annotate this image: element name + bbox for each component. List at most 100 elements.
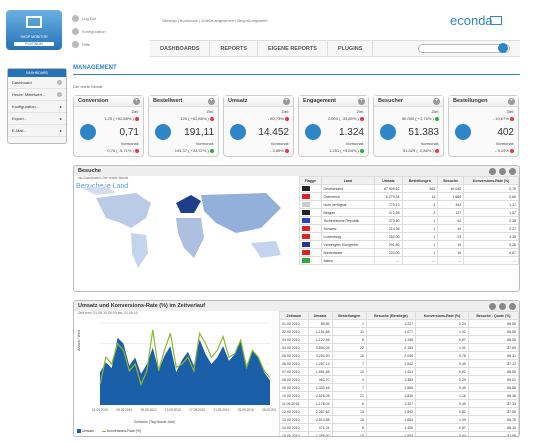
kpi-card-besucher[interactable]: Besucher + Ziel: 50.000 ( +2,76% ) 51.38… bbox=[373, 95, 444, 157]
table-cell: 963,70 bbox=[307, 375, 333, 384]
table-row[interactable]: Deutschland 67.909,62 362 49.040 0,75 bbox=[299, 184, 519, 193]
add-icon[interactable]: + bbox=[358, 98, 365, 105]
sidebar-item-export[interactable]: Export... ▸ bbox=[8, 113, 66, 125]
table-row[interactable]: 08.09.2010 963,70 4 1.383 0,29 89,01 bbox=[279, 375, 519, 384]
column-header[interactable]: Konversions-Rate (%) bbox=[415, 311, 469, 320]
table-row[interactable]: 05.09.2010 3.250,00 16 2.046 0,78 85,31 bbox=[279, 351, 519, 360]
sidebar-item-email[interactable]: E-Mail... ▸ bbox=[8, 125, 66, 137]
column-header[interactable]: Besuche (Einstiege) bbox=[365, 311, 417, 320]
table-cell: 14.09.2010 bbox=[279, 423, 309, 432]
add-icon[interactable]: + bbox=[208, 98, 215, 105]
table-row[interactable]: 15.09.2010 1.485,00 10 1.563 0,64 87,95 bbox=[279, 431, 519, 436]
column-header[interactable]: Bestellungen bbox=[331, 311, 367, 320]
table-cell: 971,24 bbox=[307, 423, 333, 432]
close-icon[interactable] bbox=[509, 303, 516, 310]
column-header[interactable]: Flagge bbox=[299, 176, 322, 185]
column-header[interactable]: Bestellungen bbox=[401, 176, 439, 185]
logout-link[interactable]: Log Out bbox=[72, 15, 96, 22]
table-row[interactable]: Schweiz 214,96 1 44 2,27 bbox=[299, 224, 519, 233]
kpi-card-bestellungen[interactable]: Bestellungen + Ziel: - 10,67% 402 Vormon… bbox=[448, 95, 519, 157]
table-row[interactable]: 13.09.2010 2.514,88 18 1.654 1,09 86,76 bbox=[279, 415, 519, 424]
table-cell: 2.159 bbox=[365, 343, 417, 352]
table-row[interactable]: Vereinigtes Königreich 291,80 1 19 5,26 bbox=[299, 240, 519, 249]
column-header[interactable]: Besuche bbox=[437, 176, 465, 185]
umsatz-area[interactable] bbox=[100, 337, 270, 405]
table-row[interactable]: 09.09.2010 1.330,46 7 1.566 0,45 86,88 bbox=[279, 383, 519, 392]
meta-links[interactable]: Sitemap | Bookmark | Zuletzt angesehen |… bbox=[162, 18, 268, 23]
refresh-icon[interactable] bbox=[499, 168, 506, 175]
table-row[interactable]: Luxemburg 262,00 1 23 4,35 bbox=[299, 232, 519, 241]
euro-icon bbox=[230, 124, 246, 140]
table-cell: 16 bbox=[331, 351, 367, 360]
column-header[interactable]: Konversions-Rate (%) bbox=[463, 176, 519, 185]
close-icon[interactable] bbox=[509, 168, 516, 175]
nav-eigene-reports[interactable]: EIGENE REPORTS bbox=[258, 41, 328, 56]
refresh-icon[interactable] bbox=[499, 303, 506, 310]
table-row[interactable]: Italien --- --- --- --- bbox=[299, 256, 519, 265]
table-row[interactable]: 06.09.2010 1.267,13 7 1.542 0,45 87,12 bbox=[279, 359, 519, 368]
kpi-ziel-row: 125 ( +52,88% ) bbox=[180, 116, 214, 121]
basket-icon bbox=[155, 124, 171, 140]
minimize-icon[interactable] bbox=[489, 168, 496, 175]
kpi-ziel: - 10,67% bbox=[492, 116, 509, 121]
table-cell: --- bbox=[437, 256, 465, 265]
column-header[interactable]: Umsatz bbox=[307, 311, 333, 320]
add-icon[interactable]: + bbox=[508, 98, 515, 105]
table-row[interactable]: Tschechische Republik 370,60 1 42 2,38 bbox=[299, 216, 519, 225]
power-icon bbox=[72, 15, 79, 22]
table-row[interactable]: Niederlande 224,00 1 15 6,67 bbox=[299, 248, 519, 257]
table-row[interactable]: 07.09.2010 1.651,85 10 1.611 0,62 88,50 bbox=[279, 367, 519, 376]
table-cell: 86,88 bbox=[467, 383, 519, 392]
kpi-card-conversion[interactable]: Conversion + Ziel: 1,25 ( +52,88% ) 0,71… bbox=[73, 95, 144, 157]
kpi-card-umsatz[interactable]: Umsatz + Ziel: - 80,73% 14.452 Vormonat:… bbox=[223, 95, 294, 157]
world-map[interactable] bbox=[76, 183, 298, 278]
kpi-card-engagement[interactable]: Engagement + Ziel: 2.000 ( -33,80% ) 1.3… bbox=[298, 95, 369, 157]
nav-dashboards[interactable]: DASHBOARDS bbox=[150, 41, 211, 56]
percent-icon bbox=[80, 124, 96, 140]
minimize-icon[interactable] bbox=[489, 303, 496, 310]
table-row[interactable]: 04.09.2010 3.894,09 22 2.159 1,01 87,69 bbox=[279, 343, 519, 352]
table-row[interactable]: 10.09.2010 2.525,05 21 1.810 1,16 85,46 bbox=[279, 391, 519, 400]
column-header[interactable]: Land bbox=[320, 176, 376, 185]
configuration-link[interactable]: Konfiguration bbox=[72, 28, 106, 35]
table-row[interactable]: nicht verfügbar 770,10 4 343 1,17 bbox=[299, 200, 519, 209]
konversion-line[interactable] bbox=[99, 329, 271, 387]
kpi-card-bestellwert[interactable]: Bestellwert + Ziel: 125 ( +52,88% ) 191,… bbox=[148, 95, 219, 157]
sidebar-item-mittelwert[interactable]: Heute: Mittelwert... bbox=[8, 89, 66, 101]
table-row[interactable]: 12.09.2010 2.067,62 13 1.592 0,82 87,55 bbox=[279, 407, 519, 416]
column-header[interactable]: Besuche - Quote (%) bbox=[467, 311, 519, 320]
table-row[interactable]: Österreich 6.279,31 11 1.666 0,66 bbox=[299, 192, 519, 201]
table-cell: 1.654 bbox=[365, 415, 417, 424]
help-link[interactable]: Hilfe bbox=[72, 41, 90, 48]
table-cell: 22 bbox=[331, 343, 367, 352]
sidebar-title: DASHBOARD bbox=[8, 69, 66, 77]
table-cell: Belgien bbox=[320, 208, 376, 217]
table-cell: 1.666 bbox=[437, 192, 465, 201]
umsatz-chart[interactable]: 01.09.2010 05.09.2010 09.09.2010 13.09.2010… bbox=[86, 319, 276, 419]
add-icon[interactable]: + bbox=[283, 98, 290, 105]
search-icon[interactable] bbox=[498, 43, 508, 53]
table-row[interactable]: Belgien 472,95 2 127 1,57 bbox=[299, 208, 519, 217]
table-row[interactable]: 02.09.2010 1.151,65 11 1.077 1,02 86,55 bbox=[279, 327, 519, 336]
search-input[interactable] bbox=[418, 44, 510, 53]
table-cell: 85,55 bbox=[467, 319, 519, 328]
table-cell: 1.566 bbox=[365, 383, 417, 392]
sidebar-item-dashboard[interactable]: Dashboard bbox=[8, 77, 66, 89]
nav-plugins[interactable]: PLUGINS bbox=[328, 41, 374, 56]
kpi-vormonat-label: Vormonat: bbox=[345, 141, 364, 146]
column-header[interactable]: Umsatz bbox=[374, 176, 403, 185]
flag-cell bbox=[299, 200, 322, 209]
sidebar-item-konfiguration[interactable]: Konfiguration... ▸ bbox=[8, 101, 66, 113]
kpi-ziel-label: Ziel: bbox=[431, 109, 439, 114]
table-cell: 1.198 bbox=[365, 335, 417, 344]
column-header[interactable]: Zeitraum bbox=[279, 311, 309, 320]
umsatz-panel: Umsatz und Konversions-Rate (%) im Zeitv… bbox=[73, 300, 520, 437]
add-icon[interactable]: + bbox=[133, 98, 140, 105]
table-row[interactable]: 11.09.2010 1.178,04 6 1.327 0,45 87,33 bbox=[279, 399, 519, 408]
table-row[interactable]: 01.09.2010 89,65 1 1.227 0,24 85,55 bbox=[279, 319, 519, 328]
table-row[interactable]: 14.09.2010 971,24 8 1.406 0,57 88,10 bbox=[279, 423, 519, 432]
table-row[interactable]: 03.09.2010 1.122,56 8 1.198 0,67 88,08 bbox=[279, 335, 519, 344]
nav-reports[interactable]: REPORTS bbox=[210, 41, 259, 56]
add-icon[interactable]: + bbox=[433, 98, 440, 105]
shop-monitor-logo[interactable]: SHOP MONITOR PLATINUM bbox=[6, 10, 62, 50]
